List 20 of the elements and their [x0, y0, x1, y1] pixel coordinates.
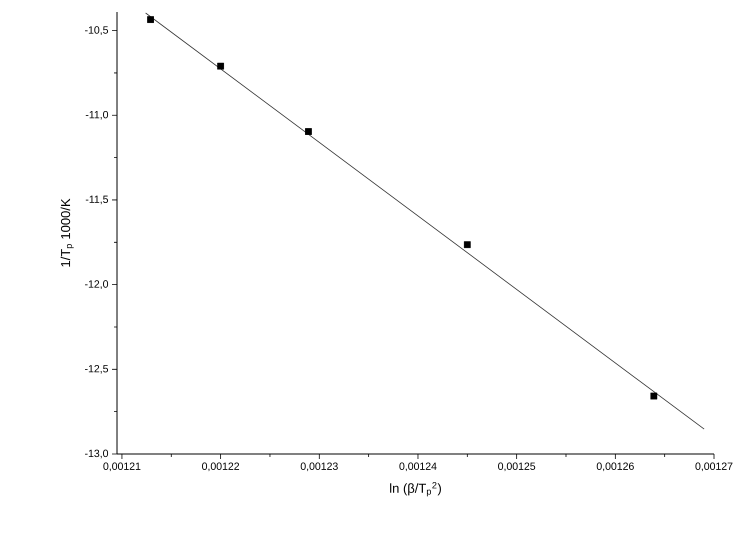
point	[147, 16, 154, 23]
x-tick-label: 0,00122	[202, 462, 240, 472]
x-tick-label: 0,00125	[498, 462, 536, 472]
y-axis-title: 1/T$_{p}$ 1000/K	[60, 198, 74, 267]
x-tick-label: 0,00127	[695, 462, 732, 472]
y-tick-label: -12,0	[85, 280, 108, 289]
y-tick-label: -10,5	[85, 26, 108, 35]
x-axis-title: ln (β/T$_{p}$$^{2}$)	[390, 482, 441, 496]
x-tick-label: 0,00126	[596, 462, 634, 472]
point	[650, 392, 658, 400]
y-tick-label: -12,5	[85, 364, 108, 374]
x-tick-label: 0,00123	[300, 462, 338, 472]
point	[217, 62, 224, 70]
point	[464, 241, 471, 248]
x-tick-label: 0,00124	[399, 462, 437, 472]
x-tick-label: 0,00121	[103, 462, 140, 472]
y-tick-label: -11,0	[86, 110, 108, 120]
point	[305, 128, 312, 135]
y-tick-label: -13,0	[85, 450, 108, 458]
y-tick-label: -11,5	[86, 196, 108, 204]
